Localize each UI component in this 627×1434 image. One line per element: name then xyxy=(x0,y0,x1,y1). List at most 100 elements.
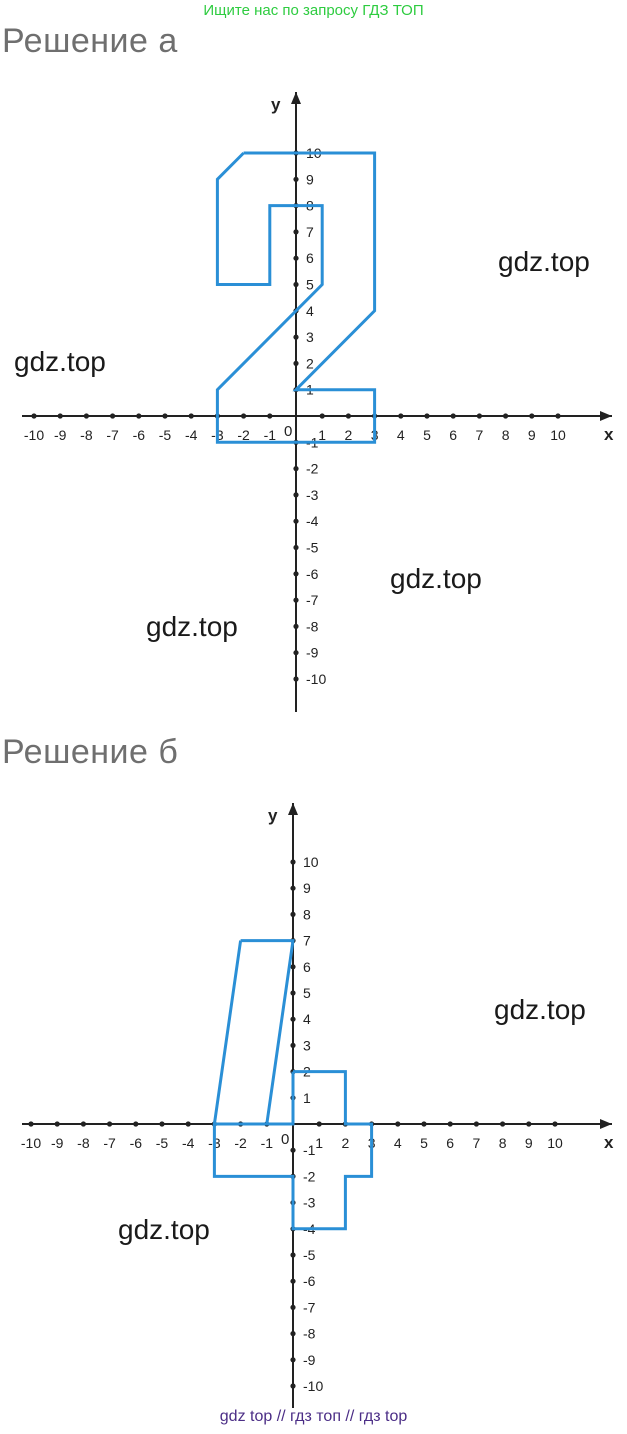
origin-label: 0 xyxy=(281,1131,289,1148)
watermark-text: gdz.top xyxy=(494,994,586,1025)
y-tick-label: -9 xyxy=(303,1352,316,1368)
x-tick-dot xyxy=(185,1121,191,1127)
y-tick-label: 9 xyxy=(303,880,311,896)
x-tick-label: 1 xyxy=(318,427,326,443)
y-tick-label: 3 xyxy=(303,1037,311,1053)
y-tick-label: 7 xyxy=(306,224,314,240)
y-axis-label: y xyxy=(271,95,281,114)
y-tick-dot xyxy=(290,859,296,865)
y-axis-arrow xyxy=(288,803,298,815)
y-tick-dot xyxy=(293,360,299,366)
y-tick-label: -8 xyxy=(306,618,319,634)
x-tick-label: -5 xyxy=(156,1135,169,1151)
x-tick-label: 2 xyxy=(342,1135,350,1151)
y-tick-label: 2 xyxy=(306,355,314,371)
y-tick-dot xyxy=(293,229,299,235)
y-tick-label: -10 xyxy=(303,1378,323,1394)
x-tick-label: 4 xyxy=(397,427,405,443)
x-tick-label: -9 xyxy=(54,427,67,443)
y-tick-dot xyxy=(290,990,296,996)
y-tick-dot xyxy=(293,466,299,472)
x-tick-dot xyxy=(398,413,404,419)
y-tick-dot xyxy=(293,623,299,630)
y-tick-dot xyxy=(293,650,299,656)
x-tick-dot xyxy=(526,1121,532,1127)
watermark-text: gdz.top xyxy=(498,246,590,277)
y-tick-label: 4 xyxy=(306,303,314,319)
x-tick-dot xyxy=(447,1121,453,1127)
x-tick-label: -8 xyxy=(80,427,93,443)
x-tick-label: -2 xyxy=(234,1135,247,1151)
y-tick-label: -4 xyxy=(306,513,319,529)
x-tick-dot xyxy=(267,413,273,419)
x-tick-dot xyxy=(54,1121,60,1127)
x-tick-dot xyxy=(473,1121,479,1127)
watermark-text: gdz.top xyxy=(146,611,238,642)
y-tick-dot xyxy=(293,492,299,498)
x-tick-label: 10 xyxy=(547,1135,563,1151)
y-tick-dot xyxy=(290,1331,296,1337)
x-axis-label: x xyxy=(604,425,614,444)
x-tick-label: 9 xyxy=(525,1135,533,1151)
x-tick-label: 4 xyxy=(394,1135,402,1151)
digit-two-outline xyxy=(215,151,377,444)
y-tick-label: -5 xyxy=(303,1247,316,1263)
x-tick-dot xyxy=(503,413,509,419)
y-tick-dot xyxy=(290,1383,296,1389)
y-tick-label: -8 xyxy=(303,1326,316,1342)
y-tick-label: -10 xyxy=(306,671,326,687)
x-tick-label: 8 xyxy=(502,427,510,443)
y-tick-label: 1 xyxy=(303,1090,311,1106)
x-tick-label: -6 xyxy=(130,1135,143,1151)
x-tick-dot xyxy=(552,1121,558,1127)
y-tick-dot xyxy=(290,885,296,891)
digit-four-outline xyxy=(212,939,295,1126)
x-tick-dot xyxy=(110,413,116,419)
x-tick-label: 8 xyxy=(499,1135,507,1151)
x-tick-label: 10 xyxy=(550,427,566,443)
x-tick-label: 6 xyxy=(449,427,457,443)
x-axis-label: x xyxy=(604,1133,614,1152)
y-tick-label: 5 xyxy=(306,277,314,293)
x-tick-label: 5 xyxy=(420,1135,428,1151)
x-tick-dot xyxy=(188,413,194,419)
x-tick-dot xyxy=(80,1121,86,1127)
y-tick-label: 5 xyxy=(303,985,311,1001)
y-tick-dot xyxy=(290,1147,296,1153)
y-tick-dot xyxy=(293,571,299,577)
x-tick-dot xyxy=(162,413,168,419)
y-axis-label: y xyxy=(268,806,278,825)
solution-a-heading: Решение а xyxy=(2,22,178,60)
y-tick-dot xyxy=(290,1042,296,1048)
coordinate-plot-a: x y 0 -10 -9 -8 -7 -6 -5 -4 -3 -2 -1 1 2 3 4 5 6 7 8 9 10 -10 -9… xyxy=(22,92,614,712)
x-tick-label: -6 xyxy=(133,427,146,443)
x-tick-label: -7 xyxy=(103,1135,116,1151)
x-tick-dot xyxy=(424,413,430,419)
y-tick-dot xyxy=(293,676,299,682)
x-tick-dot xyxy=(28,1121,34,1127)
y-tick-label: -7 xyxy=(306,592,319,608)
x-tick-dot xyxy=(107,1121,113,1127)
x-tick-label: -7 xyxy=(106,427,119,443)
y-tick-dot xyxy=(293,255,299,261)
y-tick-dot xyxy=(293,597,299,603)
x-tick-dot xyxy=(57,413,63,419)
x-tick-dot xyxy=(83,413,89,419)
x-tick-label: -4 xyxy=(182,1135,195,1151)
x-tick-label: 7 xyxy=(473,1135,481,1151)
watermark-text: gdz.top xyxy=(390,563,482,594)
footer-links[interactable]: gdz top // гдз топ // гдз top xyxy=(219,1408,408,1425)
x-tick-label: -10 xyxy=(24,427,44,443)
y-tick-dot xyxy=(290,1304,296,1310)
y-tick-dot xyxy=(290,1278,296,1284)
y-tick-label: -2 xyxy=(303,1168,316,1184)
x-tick-label: 5 xyxy=(423,427,431,443)
search-banner[interactable]: Ищите нас по запросу ГДЗ ТОП xyxy=(203,2,424,19)
y-tick-label: -9 xyxy=(306,645,319,661)
x-tick-dot xyxy=(500,1121,506,1127)
watermark-text: gdz.top xyxy=(118,1214,210,1245)
x-tick-dot xyxy=(555,413,561,419)
y-tick-label: 10 xyxy=(303,854,319,870)
y-tick-label: -1 xyxy=(303,1142,316,1158)
x-tick-label: -8 xyxy=(77,1135,90,1151)
